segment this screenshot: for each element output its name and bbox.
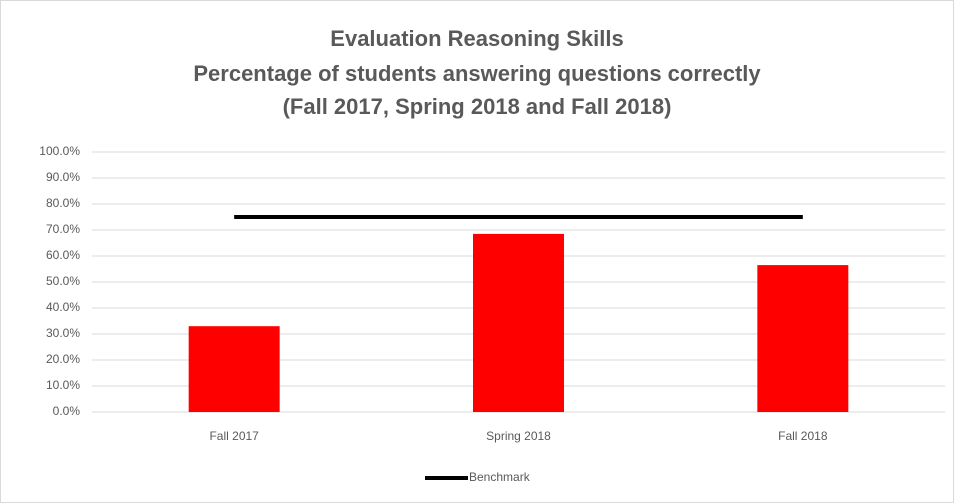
chart-subtitle: (Fall 2017, Spring 2018 and Fall 2018) [283, 94, 672, 119]
y-tick-label: 20.0% [46, 352, 80, 366]
chart-title: Evaluation Reasoning Skills [330, 26, 623, 51]
x-tick-label: Fall 2017 [209, 429, 259, 443]
y-tick-label: 10.0% [46, 378, 80, 392]
y-tick-label: 30.0% [46, 326, 80, 340]
x-tick-label: Spring 2018 [486, 429, 551, 443]
y-tick-label: 80.0% [46, 196, 80, 210]
y-tick-label: 90.0% [46, 170, 80, 184]
bar [473, 233, 564, 412]
y-tick-label: 100.0% [39, 144, 80, 158]
chart-subtitle: Percentage of students answering questio… [193, 61, 761, 86]
bar [188, 326, 280, 412]
y-tick-label: 0.0% [53, 404, 81, 418]
legend-label: Benchmark [469, 470, 531, 484]
y-tick-label: 40.0% [46, 300, 80, 314]
x-tick-label: Fall 2018 [778, 429, 828, 443]
bar [757, 265, 849, 412]
y-tick-label: 60.0% [46, 248, 80, 262]
y-tick-label: 50.0% [46, 274, 80, 288]
y-tick-label: 70.0% [46, 222, 80, 236]
